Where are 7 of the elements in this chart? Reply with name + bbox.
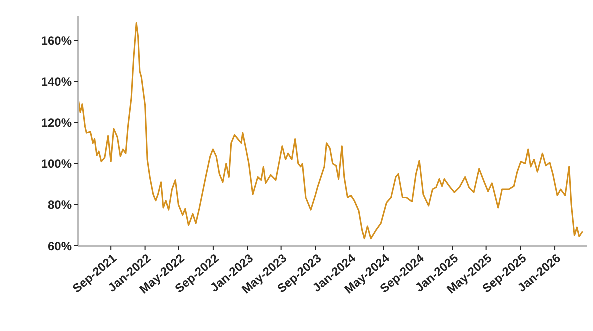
line-series bbox=[78, 22, 584, 240]
y-tick-label: 100% bbox=[41, 157, 72, 172]
y-tick-label: 80% bbox=[48, 198, 72, 212]
y-tick-label: 160% bbox=[41, 34, 72, 48]
y-tick-label: 120% bbox=[41, 116, 72, 130]
y-tick-label: 140% bbox=[41, 74, 72, 89]
y-tick-label: 60% bbox=[48, 239, 72, 254]
